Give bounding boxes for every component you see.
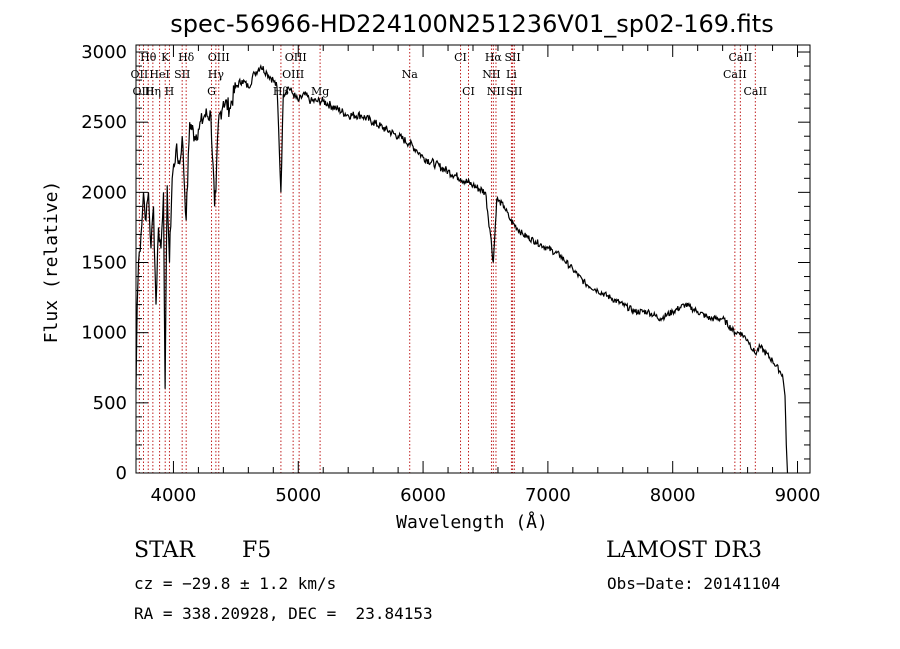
line-label: H <box>165 85 175 98</box>
y-tick-label: 1500 <box>81 253 127 274</box>
line-label: SII <box>506 85 522 98</box>
spectral-line-markers <box>138 45 756 473</box>
line-label: Mg <box>311 85 329 98</box>
x-axis-label: Wavelength (Å) <box>396 511 548 533</box>
y-tick-label: 500 <box>93 393 127 414</box>
line-label: G <box>207 85 216 98</box>
y-tick-label: 0 <box>116 463 127 484</box>
object-class: STAR <box>134 538 195 563</box>
x-tick-label: 5000 <box>275 485 321 506</box>
x-tick-label: 8000 <box>650 485 696 506</box>
line-label: CI <box>454 51 467 64</box>
line-label: K <box>161 51 170 64</box>
spectrum-line <box>135 64 789 474</box>
coordinates-readout: RA = 338.20928, DEC = 23.84153 <box>134 604 433 623</box>
redshift-readout: cz = −29.8 ± 1.2 km/s <box>134 574 337 593</box>
y-tick-label: 3000 <box>81 42 127 63</box>
line-label: Hθ <box>140 51 157 64</box>
x-tick-label: 7000 <box>525 485 571 506</box>
x-tick-label: 4000 <box>151 485 197 506</box>
y-tick-label: 1000 <box>81 323 127 344</box>
survey-name: LAMOST DR3 <box>606 538 762 563</box>
line-label: CaII <box>723 68 747 81</box>
y-axis-label: Flux (relative) <box>41 181 62 344</box>
y-tick-label: 2500 <box>81 112 127 133</box>
line-label: OIII <box>285 51 307 64</box>
line-label: Hγ <box>208 68 225 81</box>
x-axis-ticks: 4000 5000 6000 7000 8000 9000 <box>151 45 821 506</box>
line-label: NII <box>487 85 505 98</box>
line-label: Hη <box>145 85 161 98</box>
x-tick-label: 9000 <box>775 485 821 506</box>
observation-date: Obs−Date: 20141104 <box>607 574 781 593</box>
line-label: Hα <box>485 51 503 64</box>
line-label: Na <box>402 68 419 81</box>
line-label: Li <box>506 68 517 81</box>
line-label: CaII <box>729 51 753 64</box>
line-label: OIII <box>132 85 154 98</box>
line-label: OII <box>131 68 149 81</box>
line-label: CaII <box>743 85 767 98</box>
plot-frame <box>135 44 811 474</box>
y-tick-label: 2000 <box>81 182 127 203</box>
chart-title: spec-56966-HD224100N251236V01_sp02-169.f… <box>170 10 773 38</box>
line-label: OIII <box>282 68 304 81</box>
line-label: NII <box>482 68 500 81</box>
y-axis-ticks: 0 500 1000 1500 2000 2500 3000 <box>81 42 810 484</box>
line-label: Hδ <box>178 51 195 64</box>
line-label: HeI <box>149 68 169 81</box>
line-label: SII <box>174 68 190 81</box>
object-subclass: F5 <box>242 538 272 563</box>
line-label: SII <box>504 51 520 64</box>
line-label: OIII <box>208 51 230 64</box>
x-tick-label: 6000 <box>400 485 446 506</box>
line-label: CI <box>462 85 475 98</box>
spectrum-chart: spec-56966-HD224100N251236V01_sp02-169.f… <box>41 10 821 533</box>
